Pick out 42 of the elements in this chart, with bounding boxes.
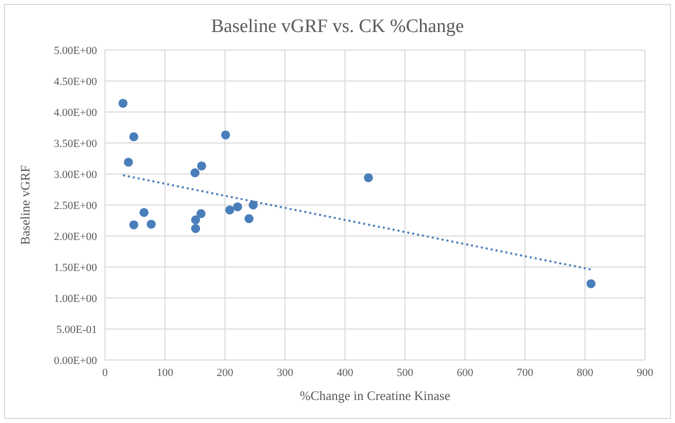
point [248, 200, 258, 210]
point [118, 98, 128, 108]
point [140, 208, 148, 217]
point [190, 168, 200, 178]
point [221, 130, 230, 140]
x-tick-label: 400 [336, 366, 354, 379]
y-tick-label: 3.50E+00 [54, 138, 98, 150]
y-axis-title: Baseline vGRF [18, 165, 33, 245]
y-tick-label: 4.50E+00 [54, 76, 98, 88]
x-axis-title: %Change in Creatine Kinase [300, 388, 450, 403]
point [129, 132, 138, 142]
x-tick-label: 800 [576, 366, 594, 379]
point [225, 205, 234, 214]
x-tick-label: 700 [516, 366, 534, 379]
y-tick-label: 2.50E+00 [54, 200, 98, 212]
x-tick-label: 500 [396, 366, 414, 379]
y-tick-label: 1.50E+00 [54, 262, 98, 274]
point [233, 202, 242, 212]
y-tick-label: 5.00E-01 [56, 324, 97, 336]
point [129, 220, 138, 230]
x-tick-label: 300 [276, 366, 294, 379]
point [196, 209, 206, 218]
point [191, 224, 200, 234]
y-tick-label: 1.00E+00 [54, 292, 98, 305]
point [197, 161, 206, 170]
point [244, 214, 254, 224]
y-tick-label: 0.00E+00 [54, 354, 98, 367]
point [191, 215, 200, 224]
y-tick-label: 5.00E+00 [54, 44, 98, 57]
x-tick-label: 200 [216, 366, 234, 379]
point [146, 220, 156, 229]
point [124, 158, 133, 167]
x-tick-label: 900 [636, 366, 654, 379]
x-tick-label: 600 [456, 366, 474, 379]
x-tick-label: 100 [156, 366, 174, 379]
chart-title: Baseline vGRF vs. CK %Change [210, 16, 465, 38]
point [364, 173, 373, 182]
x-tick-label: 0 [102, 366, 108, 379]
y-tick-label: 2.00E+00 [54, 230, 98, 243]
y-tick-label: 3.00E+00 [54, 168, 98, 181]
y-tick-label: 4.00E+00 [54, 106, 98, 119]
point [586, 279, 596, 288]
